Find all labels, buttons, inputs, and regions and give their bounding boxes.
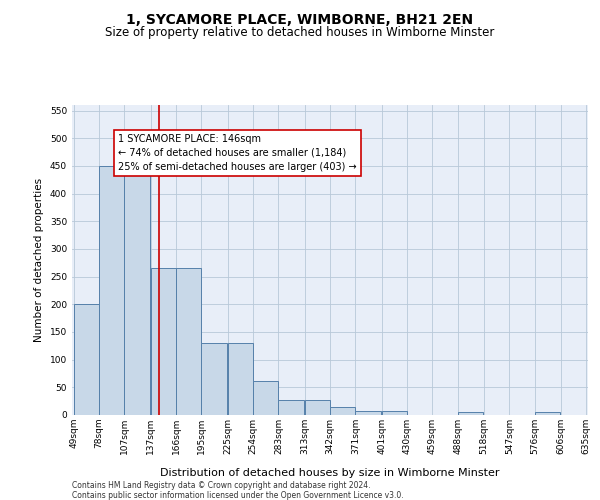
Y-axis label: Number of detached properties: Number of detached properties: [34, 178, 44, 342]
Bar: [382, 410, 407, 415]
Text: 1 SYCAMORE PLACE: 146sqm
← 74% of detached houses are smaller (1,184)
25% of sem: 1 SYCAMORE PLACE: 146sqm ← 74% of detach…: [118, 134, 357, 172]
Bar: [227, 343, 253, 415]
Bar: [202, 343, 227, 415]
Bar: [124, 174, 150, 415]
Bar: [330, 406, 355, 415]
Text: Contains public sector information licensed under the Open Government Licence v3: Contains public sector information licen…: [72, 491, 404, 500]
Bar: [151, 268, 176, 415]
Text: Distribution of detached houses by size in Wimborne Minster: Distribution of detached houses by size …: [160, 468, 500, 477]
Text: 1, SYCAMORE PLACE, WIMBORNE, BH21 2EN: 1, SYCAMORE PLACE, WIMBORNE, BH21 2EN: [127, 12, 473, 26]
Bar: [355, 410, 381, 415]
Bar: [99, 166, 124, 415]
Text: Size of property relative to detached houses in Wimborne Minster: Size of property relative to detached ho…: [106, 26, 494, 39]
Bar: [176, 268, 202, 415]
Text: Contains HM Land Registry data © Crown copyright and database right 2024.: Contains HM Land Registry data © Crown c…: [72, 481, 371, 490]
Bar: [253, 380, 278, 415]
Bar: [535, 412, 560, 415]
Bar: [305, 400, 330, 415]
Bar: [74, 304, 99, 415]
Bar: [278, 400, 304, 415]
Bar: [458, 412, 483, 415]
